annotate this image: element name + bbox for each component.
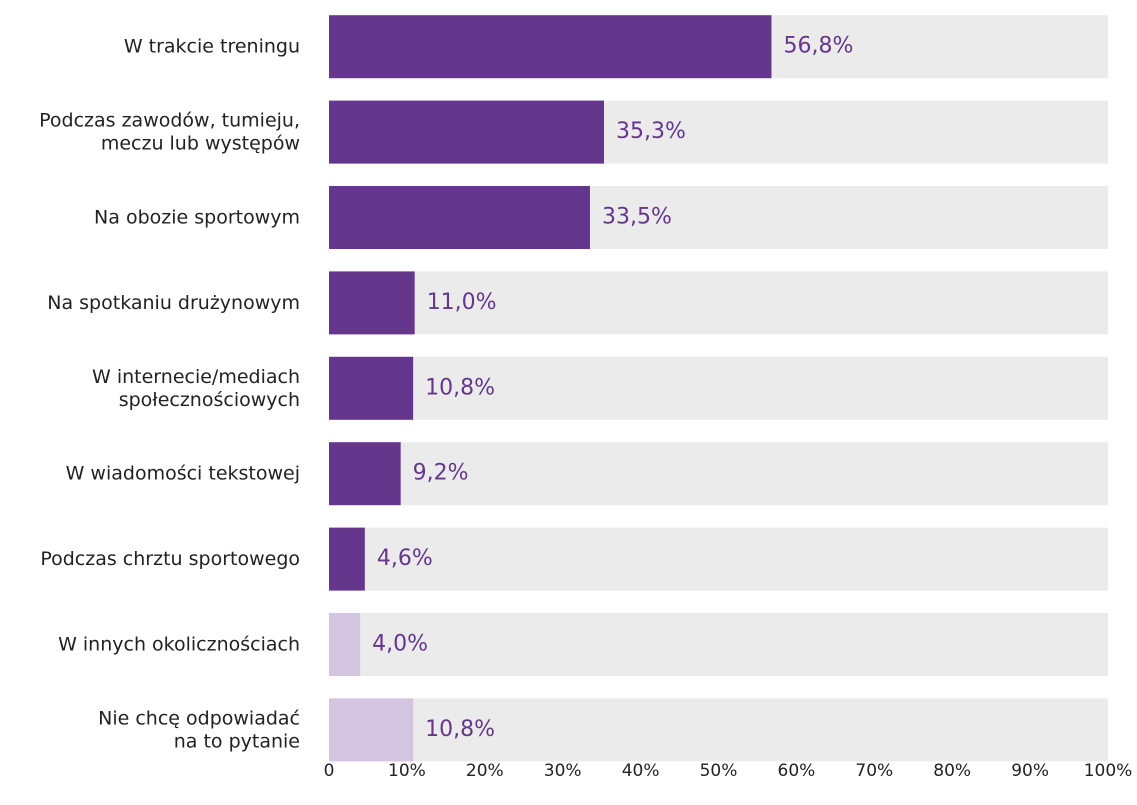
category-label: Na spotkaniu drużynowym [47, 291, 300, 313]
bar [329, 15, 772, 79]
bar [329, 356, 414, 420]
track [329, 527, 1108, 591]
bar [329, 442, 401, 506]
x-tick-label: 0 [324, 761, 335, 781]
value-label: 10,8% [425, 717, 495, 742]
x-tick-label: 30% [544, 761, 582, 781]
category-label: Na obozie sportowym [94, 206, 300, 228]
bar [329, 613, 361, 676]
track [329, 442, 1108, 506]
x-tick-label: 100% [1084, 761, 1133, 781]
category-label: W innych okolicznościach [58, 633, 300, 655]
x-tick-label: 60% [778, 761, 816, 781]
value-label: 33,5% [602, 205, 672, 230]
x-tick-label: 10% [388, 761, 426, 781]
category-label: Podczas zawodów, tumieju, meczu lub wystę… [39, 109, 300, 154]
track [329, 613, 1108, 676]
bar [329, 271, 415, 335]
category-label: Nie chcę odpowiadać na to pytanie [98, 707, 300, 752]
x-tick-label: 80% [933, 761, 971, 781]
bar [329, 186, 590, 249]
x-tick-label: 50% [700, 761, 738, 781]
bar [329, 698, 414, 762]
category-label: W trakcie treningu [124, 35, 300, 57]
category-label: W internecie/mediach społecznościowych [92, 365, 300, 410]
track [329, 356, 1108, 420]
value-label: 10,8% [425, 375, 495, 400]
value-label: 9,2% [413, 461, 469, 486]
value-label: 35,3% [616, 119, 686, 144]
x-tick-label: 90% [1011, 761, 1049, 781]
category-label: Podczas chrztu sportowego [40, 548, 300, 570]
x-tick-label: 40% [622, 761, 660, 781]
track [329, 271, 1108, 335]
bar [329, 100, 604, 164]
value-label: 11,0% [427, 290, 497, 315]
value-label: 4,6% [377, 546, 433, 571]
track [329, 698, 1108, 762]
value-label: 4,0% [372, 632, 428, 657]
x-tick-label: 20% [466, 761, 504, 781]
value-label: 56,8% [783, 34, 853, 59]
bar [329, 527, 365, 591]
x-tick-label: 70% [855, 761, 893, 781]
category-label: W wiadomości tekstowej [66, 462, 300, 484]
